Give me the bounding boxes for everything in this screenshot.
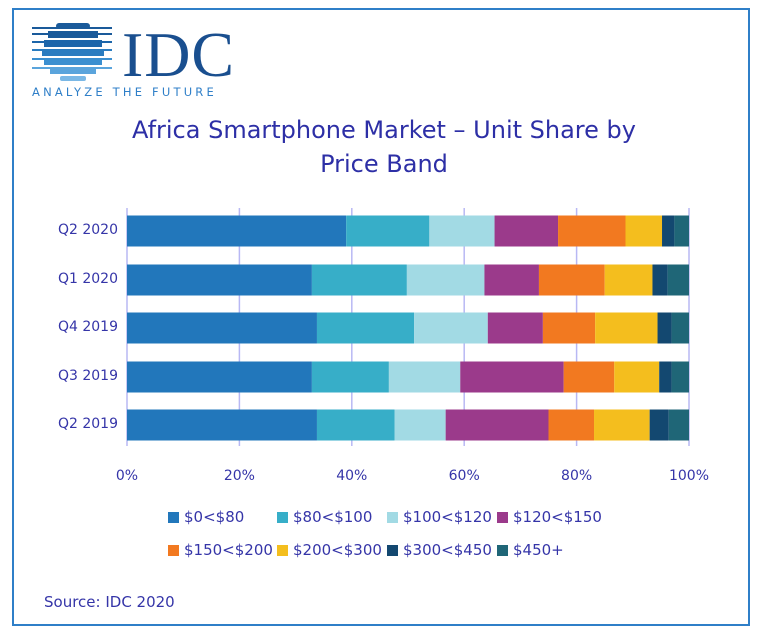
legend-label: $450+ bbox=[513, 541, 564, 559]
bar-segment bbox=[388, 361, 461, 393]
bar-segment bbox=[659, 361, 672, 393]
category-label: Q2 2020 bbox=[57, 222, 118, 238]
legend-item: $450+ bbox=[497, 541, 564, 559]
legend-label: $100<$120 bbox=[403, 508, 492, 526]
source-note: Source: IDC 2020 bbox=[44, 593, 175, 611]
legend-swatch bbox=[277, 511, 288, 523]
bar-segment bbox=[394, 409, 446, 441]
bar-segment bbox=[127, 215, 347, 247]
legend-label: $0<$80 bbox=[184, 508, 245, 526]
legend-item: $100<$120 bbox=[387, 508, 492, 526]
x-tick-label: 100% bbox=[668, 468, 710, 484]
legend-item: $80<$100 bbox=[277, 508, 372, 526]
bar-segment bbox=[414, 312, 488, 344]
legend-item: $150<$200 bbox=[168, 541, 273, 559]
bar-segment bbox=[563, 361, 615, 393]
bar-segment bbox=[311, 361, 389, 393]
x-tick-label: 60% bbox=[448, 468, 480, 484]
bar-segment bbox=[542, 312, 596, 344]
legend-swatch bbox=[168, 544, 179, 556]
legend-label: $120<$150 bbox=[513, 508, 602, 526]
bar-segment bbox=[668, 409, 689, 441]
globe-icon bbox=[32, 23, 112, 81]
x-tick-label: 0% bbox=[115, 468, 139, 484]
bar-segment bbox=[667, 264, 689, 296]
legend-swatch bbox=[497, 544, 508, 556]
bar-segment bbox=[460, 361, 564, 393]
legend-swatch bbox=[387, 511, 398, 523]
legend-label: $200<$300 bbox=[293, 541, 382, 559]
bar-segment bbox=[494, 215, 559, 247]
legend-label: $150<$200 bbox=[184, 541, 273, 559]
bar-segment bbox=[487, 312, 543, 344]
bar-segment bbox=[614, 361, 660, 393]
bar-segment bbox=[429, 215, 495, 247]
x-tick-label: 80% bbox=[561, 468, 593, 484]
legend-label: $300<$450 bbox=[403, 541, 492, 559]
bar-segment bbox=[484, 264, 539, 296]
category-label: Q3 2019 bbox=[57, 368, 118, 384]
bar-segment bbox=[595, 312, 658, 344]
bar-segment bbox=[558, 215, 626, 247]
bar-segment bbox=[652, 264, 668, 296]
bar-segment bbox=[538, 264, 605, 296]
category-label: Q4 2019 bbox=[57, 319, 118, 335]
legend-item: $300<$450 bbox=[387, 541, 492, 559]
bar-segment bbox=[445, 409, 549, 441]
idc-logo: IDC ANALYZE THE FUTURE bbox=[32, 20, 234, 99]
chart-title-line1: Africa Smartphone Market – Unit Share by bbox=[132, 116, 636, 144]
bar-segment bbox=[674, 215, 689, 247]
bar-segment bbox=[127, 264, 312, 296]
bar-segment bbox=[346, 215, 430, 247]
x-tick-label: 20% bbox=[223, 468, 255, 484]
bar-segment bbox=[657, 312, 672, 344]
bar-segment bbox=[625, 215, 663, 247]
legend-swatch bbox=[497, 511, 508, 523]
legend-item: $0<$80 bbox=[168, 508, 244, 526]
category-label: Q1 2020 bbox=[57, 271, 118, 287]
bar-segment bbox=[406, 264, 485, 296]
bar-segment bbox=[671, 312, 689, 344]
bar-segment bbox=[649, 409, 669, 441]
legend-swatch bbox=[387, 544, 398, 556]
bar-segment bbox=[311, 264, 407, 296]
bar-segment bbox=[127, 361, 312, 393]
bar-segment bbox=[671, 361, 689, 393]
legend-item: $120<$150 bbox=[497, 508, 602, 526]
bar-segment bbox=[316, 312, 415, 344]
image-frame bbox=[12, 8, 750, 626]
chart-title-line2: Price Band bbox=[320, 150, 448, 178]
svg-text:IDC: IDC bbox=[122, 20, 234, 90]
legend-swatch bbox=[277, 544, 288, 556]
bar-segment bbox=[594, 409, 650, 441]
legend-item: $200<$300 bbox=[277, 541, 382, 559]
bar-segment bbox=[316, 409, 395, 441]
bar-segment bbox=[548, 409, 595, 441]
bar-segment bbox=[604, 264, 653, 296]
legend-label: $80<$100 bbox=[293, 508, 373, 526]
bar-segment bbox=[127, 409, 317, 441]
x-tick-label: 40% bbox=[336, 468, 368, 484]
legend-swatch bbox=[168, 511, 179, 523]
bar-segment bbox=[127, 312, 317, 344]
svg-text:ANALYZE THE FUTURE: ANALYZE THE FUTURE bbox=[32, 85, 217, 99]
bar-segment bbox=[662, 215, 675, 247]
category-label: Q2 2019 bbox=[57, 416, 118, 432]
